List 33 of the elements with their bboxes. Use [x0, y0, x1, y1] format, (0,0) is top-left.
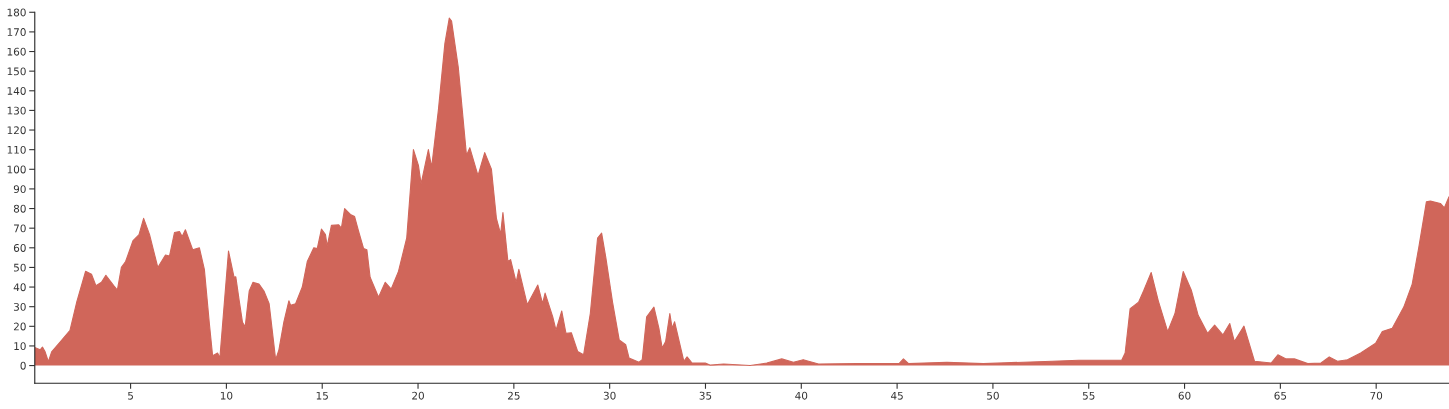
- y-tick-label: 150: [7, 67, 26, 76]
- x-tick-label: 25: [507, 391, 520, 400]
- y-tick-label: 20: [13, 322, 26, 331]
- y-tick-label: 70: [14, 224, 26, 233]
- y-tick-label: 90: [13, 185, 26, 194]
- x-tick-label: 60: [1178, 391, 1191, 400]
- y-tick-label: 160: [7, 47, 26, 56]
- y-tick-label: 60: [13, 244, 26, 252]
- y-tick-label: 0: [20, 361, 26, 370]
- y-tick-label: 30: [13, 302, 26, 311]
- y-tick-label: 10: [14, 342, 26, 351]
- x-tick-label: 55: [1082, 391, 1095, 400]
- y-tick-label: 180: [7, 8, 26, 17]
- x-tick-label: 5: [128, 391, 133, 400]
- y-tick-label: 50: [13, 263, 26, 272]
- x-tick-label: 70: [1370, 391, 1383, 400]
- y-tick-label: 130: [7, 106, 26, 115]
- y-tick-label: 140: [7, 87, 26, 95]
- y-tick-label: 120: [7, 126, 26, 135]
- x-tick-label: 50: [987, 391, 999, 400]
- x-tick-label: 35: [699, 391, 712, 400]
- x-tick-label: 15: [316, 391, 328, 400]
- x-tick-label: 10: [220, 391, 233, 400]
- y-tick-label: 170: [7, 28, 26, 36]
- x-tick-label: 20: [412, 391, 424, 400]
- y-tick-label: 80: [13, 204, 26, 213]
- x-tick-label: 40: [795, 391, 808, 400]
- x-tick-label: 65: [1274, 391, 1287, 400]
- x-tick-label: 45: [890, 391, 903, 400]
- y-tick-label: 100: [7, 165, 26, 174]
- y-tick-label: 110: [7, 145, 26, 154]
- x-tick-label: 30: [603, 391, 616, 400]
- y-tick-label: 40: [13, 283, 26, 292]
